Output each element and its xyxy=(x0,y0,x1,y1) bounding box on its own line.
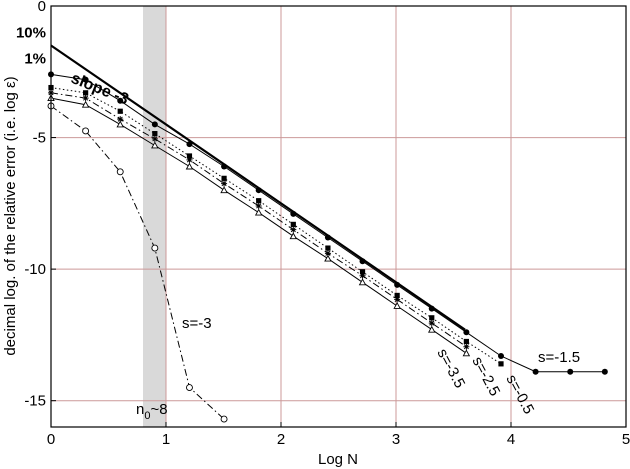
marker-layer xyxy=(47,71,608,423)
y-tick-label: -10 xyxy=(24,261,46,278)
data-point-s-3-5 xyxy=(393,302,401,309)
annotation-n0-sub: 0 xyxy=(144,410,150,422)
data-point-s-1-5 xyxy=(463,329,470,336)
data-point-s-1-5 xyxy=(497,352,504,359)
data-point-s-2-5 xyxy=(394,296,401,303)
annotation-s-minus-2-5: s=-2.5 xyxy=(468,354,503,399)
data-point-s-0-5 xyxy=(429,315,435,321)
shaded-band-layer xyxy=(143,6,166,427)
data-point-s-1-5 xyxy=(82,76,89,83)
series-line-s-1-5 xyxy=(50,73,605,373)
annotation-n0-n: n xyxy=(136,401,144,418)
x-tick-label: 5 xyxy=(622,431,630,448)
data-point-s-2-5 xyxy=(186,156,193,163)
data-point-s-2-5 xyxy=(151,135,158,142)
annotation-s-minus-0-5: s=-0.5 xyxy=(502,372,537,417)
annotation-s-minus-3: s=-3 xyxy=(182,315,212,332)
data-point-s-1-5 xyxy=(394,281,401,288)
data-point-s-1-5 xyxy=(151,121,158,128)
data-point-s-3-5 xyxy=(185,162,194,170)
data-point-s-3-5 xyxy=(151,141,159,149)
data-point-s-0-5 xyxy=(463,338,469,345)
data-point-s-2-5 xyxy=(290,226,297,233)
data-point-s-1-5 xyxy=(532,368,539,375)
y-percent-label: 1% xyxy=(24,51,46,68)
data-point-s-1-5 xyxy=(117,97,124,104)
data-point-s-2-5 xyxy=(359,272,366,279)
data-point-s-3 xyxy=(82,127,90,135)
data-point-s-3-5 xyxy=(324,254,332,262)
x-tick-label: 2 xyxy=(277,431,285,448)
x-tick-label: 4 xyxy=(507,431,515,448)
data-point-s-2-5 xyxy=(255,202,262,209)
y-tick-label: 0 xyxy=(38,0,46,15)
data-point-s-3-5 xyxy=(116,120,124,128)
annotation-s-minus-3-5: s=-3.5 xyxy=(433,346,468,391)
data-point-s-3-5 xyxy=(81,100,90,108)
data-point-s-3-5 xyxy=(289,232,298,240)
data-point-s-0-5 xyxy=(221,175,227,181)
x-tick-label: 0 xyxy=(47,431,55,448)
data-point-s-1-5 xyxy=(359,258,366,265)
data-point-s-0-5 xyxy=(498,361,504,367)
data-point-s-3 xyxy=(220,415,228,423)
series-layer xyxy=(50,44,605,420)
data-point-s-3-5 xyxy=(462,349,471,357)
annotation-slope: slope -3 xyxy=(69,70,132,108)
series-line-s-3 xyxy=(50,105,225,420)
plot-frame xyxy=(50,5,627,428)
data-point-s-0-5 xyxy=(83,90,89,96)
data-point-s-3-5 xyxy=(358,278,367,286)
x-tick-label: 3 xyxy=(392,431,400,448)
data-point-s-2-5 xyxy=(82,95,89,102)
data-point-s-2-5 xyxy=(117,116,124,123)
annotation-n0-suffix: ~8 xyxy=(150,401,167,418)
series-line-s-0-5 xyxy=(50,87,502,365)
y-tick-label: -15 xyxy=(24,393,46,410)
y-percent-label: 10% xyxy=(16,24,46,41)
data-point-s-2-5 xyxy=(221,180,228,187)
series-line-s-2-5 xyxy=(50,92,467,348)
data-point-s-1-5 xyxy=(428,305,435,312)
data-point-s-0-5 xyxy=(359,269,366,275)
series-line-s-3-5 xyxy=(50,97,467,354)
annotation-n0: n0~8 xyxy=(136,401,168,422)
data-point-s-3 xyxy=(186,384,193,391)
data-point-s-1-5 xyxy=(221,163,228,170)
data-point-s-0-5 xyxy=(186,153,193,159)
x-tick-label: 1 xyxy=(162,431,170,448)
annotation-s-minus-1-5: s=-1.5 xyxy=(538,349,580,366)
data-point-s-3-5 xyxy=(428,325,436,333)
data-point-s-0-5 xyxy=(290,221,296,227)
data-point-s-2-5 xyxy=(324,250,331,257)
x-axis-label: Log N xyxy=(318,451,358,468)
data-point-s-0-5 xyxy=(256,198,262,204)
grid-layer xyxy=(51,6,626,427)
data-point-s-1-5 xyxy=(186,141,193,148)
data-point-s-1-5 xyxy=(290,210,297,217)
y-axis-label: decimal log. of the relative error (i.e.… xyxy=(2,76,19,355)
data-point-s-1-5 xyxy=(255,187,262,194)
data-point-s-3 xyxy=(116,168,124,176)
data-point-s-3-5 xyxy=(220,186,228,194)
data-point-s-2-5 xyxy=(428,320,435,327)
data-point-s-0-5 xyxy=(325,245,331,251)
data-point-s-0-5 xyxy=(117,108,123,114)
data-point-s-1-5 xyxy=(324,234,331,241)
data-point-s-1-5 xyxy=(601,368,608,375)
shaded-band xyxy=(143,6,166,427)
data-point-s-0-5 xyxy=(394,292,400,299)
data-point-s-2-5 xyxy=(463,343,470,350)
y-tick-label: -5 xyxy=(33,130,46,147)
data-point-s-1-5 xyxy=(567,368,574,375)
data-point-s-3-5 xyxy=(254,208,263,216)
data-point-s-3 xyxy=(151,244,159,252)
data-point-s-0-5 xyxy=(152,131,158,137)
